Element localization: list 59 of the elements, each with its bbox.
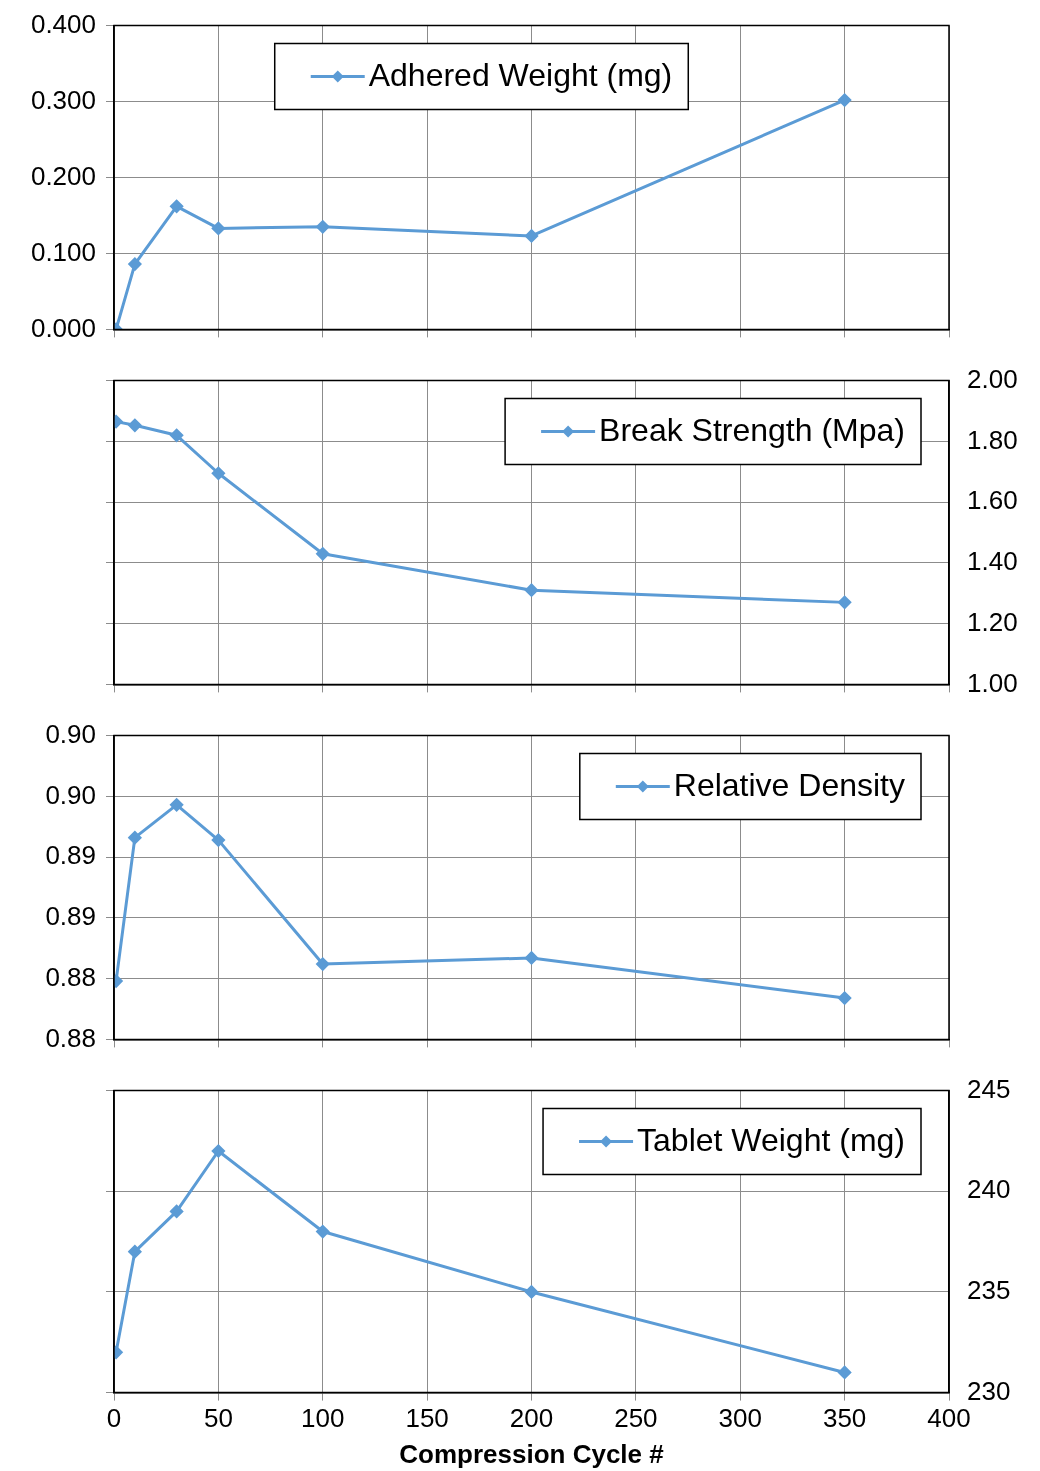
y2-tick-label: 230 bbox=[967, 1375, 1011, 1406]
x-tick-label: 0 bbox=[106, 1403, 122, 1434]
y2-tick-label: 1.20 bbox=[967, 606, 1018, 637]
point bbox=[838, 93, 852, 107]
y2-tick-label: 1.60 bbox=[967, 485, 1018, 516]
y-tick-label: 0.100 bbox=[30, 236, 96, 267]
point bbox=[525, 229, 538, 243]
x-tick-label: 50 bbox=[203, 1403, 233, 1434]
y2-tick-label: 1.00 bbox=[967, 667, 1018, 698]
legend-label: Adhered Weight (mg) bbox=[368, 57, 673, 94]
point bbox=[211, 221, 225, 235]
point bbox=[838, 991, 852, 1005]
y2-tick-label: 2.00 bbox=[967, 363, 1018, 394]
point bbox=[170, 199, 184, 213]
x-tick-label: 250 bbox=[614, 1403, 658, 1434]
y-tick-label: 0.88 bbox=[45, 961, 96, 992]
legend-label: Relative Density bbox=[673, 767, 905, 804]
y-tick-label: 0.400 bbox=[30, 8, 96, 39]
point bbox=[128, 257, 142, 271]
y2-tick-label: 1.40 bbox=[967, 546, 1018, 577]
point bbox=[316, 1225, 330, 1239]
point bbox=[838, 1365, 852, 1379]
point bbox=[316, 220, 330, 234]
legend-label: Break Strength (Mpa) bbox=[599, 412, 905, 449]
y-tick-label: 0.90 bbox=[45, 718, 96, 749]
point bbox=[170, 428, 184, 442]
y-tick-label: 0.88 bbox=[45, 1022, 96, 1053]
point bbox=[316, 547, 330, 561]
x-axis-title: Compression Cycle # bbox=[399, 1438, 665, 1469]
x-tick-label: 200 bbox=[509, 1403, 554, 1434]
x-tick-label: 150 bbox=[405, 1403, 449, 1434]
point bbox=[316, 957, 330, 971]
x-tick-label: 350 bbox=[822, 1403, 867, 1434]
y2-tick-label: 235 bbox=[967, 1275, 1011, 1306]
point bbox=[211, 466, 225, 480]
point bbox=[525, 951, 538, 965]
x-tick-label: 100 bbox=[301, 1403, 345, 1434]
y-tick-label: 0.89 bbox=[45, 840, 96, 871]
point bbox=[128, 831, 142, 845]
y-tick-label: 0.89 bbox=[45, 901, 96, 932]
point bbox=[838, 595, 852, 609]
legend-label: Tablet Weight (mg) bbox=[637, 1122, 905, 1159]
x-tick-label: 400 bbox=[927, 1403, 971, 1434]
point bbox=[128, 1245, 142, 1259]
y2-tick-label: 1.80 bbox=[967, 424, 1018, 455]
point bbox=[211, 833, 225, 847]
point bbox=[128, 418, 142, 432]
y2-tick-label: 240 bbox=[967, 1174, 1011, 1205]
point bbox=[525, 1285, 538, 1299]
y-tick-label: 0.300 bbox=[30, 84, 96, 115]
point bbox=[170, 798, 184, 812]
y2-tick-label: 245 bbox=[967, 1073, 1011, 1104]
y-tick-label: 0.000 bbox=[30, 312, 96, 343]
point bbox=[170, 1204, 184, 1218]
x-tick-label: 300 bbox=[718, 1403, 762, 1434]
point bbox=[525, 583, 538, 597]
y-tick-label: 0.200 bbox=[30, 160, 96, 191]
y-tick-label: 0.90 bbox=[45, 779, 96, 810]
point bbox=[211, 1144, 225, 1158]
